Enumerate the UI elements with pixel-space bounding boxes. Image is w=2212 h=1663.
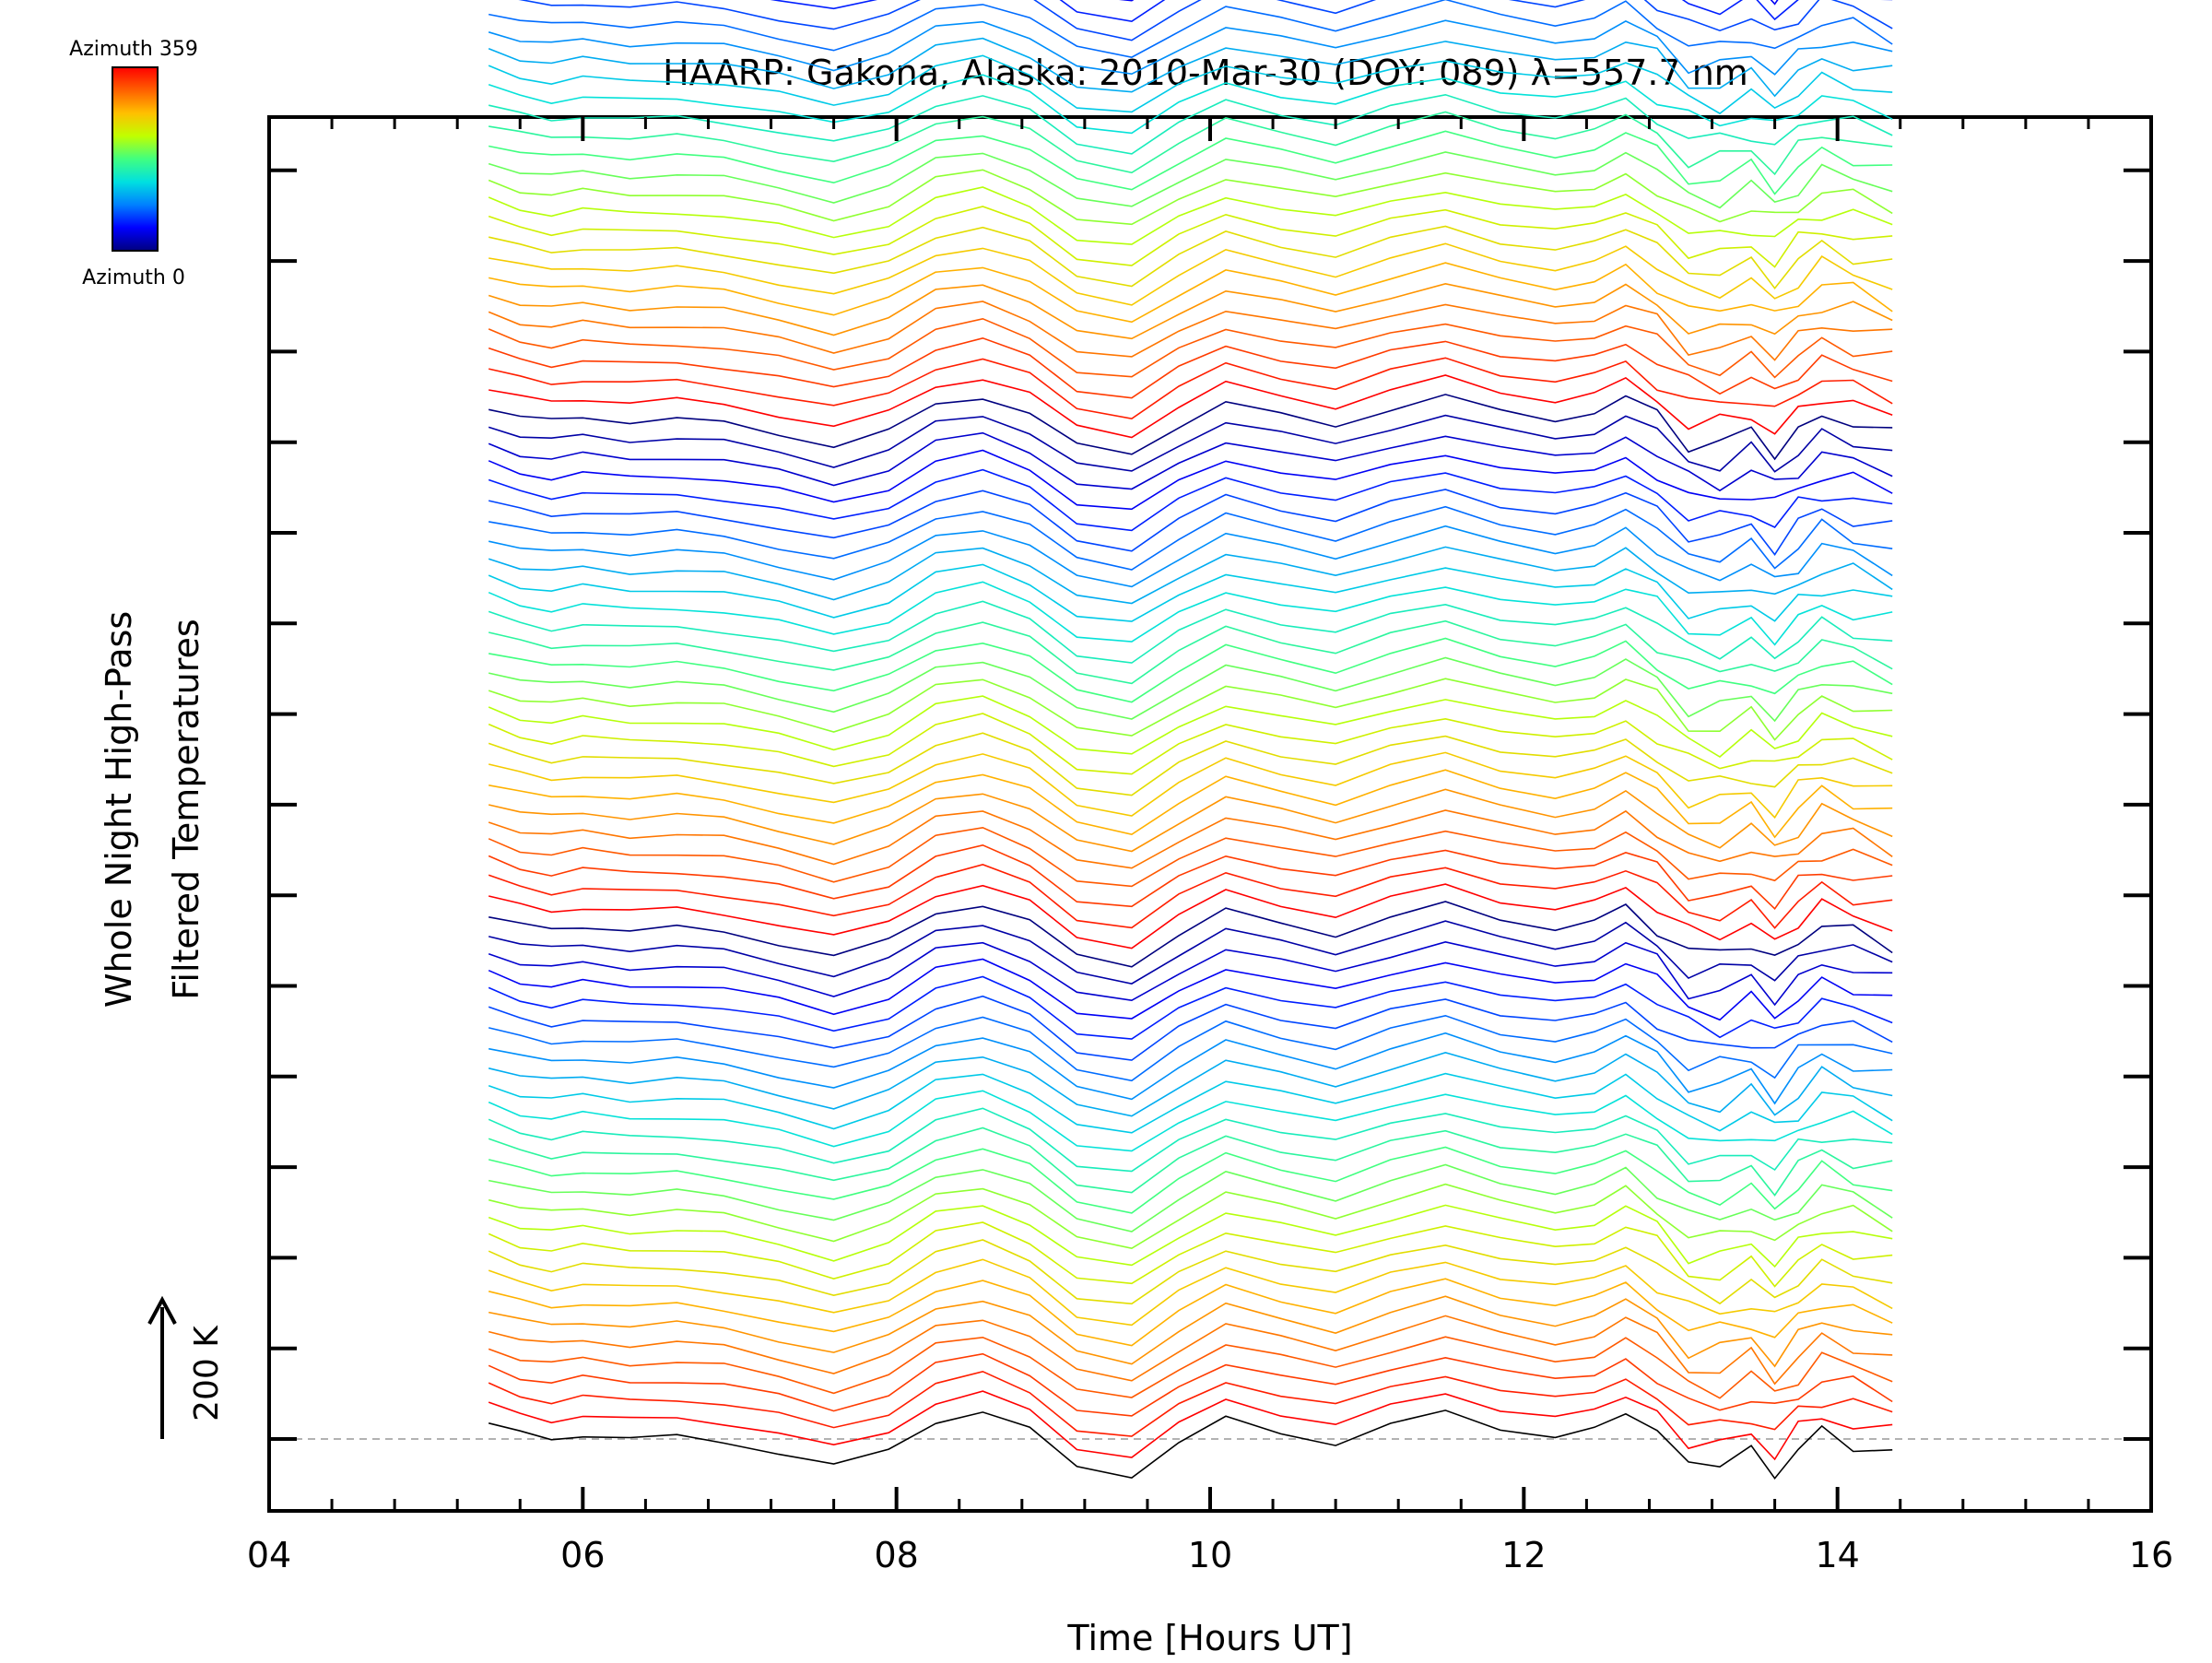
series-line-57: [488, 336, 1893, 399]
series-line-45: [488, 563, 1893, 622]
series-line-47: [488, 525, 1893, 588]
series-line-27: [488, 901, 1893, 968]
series-line-78: [1118, 0, 1779, 6]
series-line-34: [488, 769, 1893, 839]
axis-ticks: [267, 117, 2153, 1511]
series-line-24: [488, 958, 1893, 1021]
series-line-23: [488, 975, 1893, 1040]
series-line-77: [770, 0, 1893, 23]
series-line-0: [488, 1409, 1893, 1480]
series-line-6: [488, 1295, 1893, 1368]
series-line-4: [488, 1336, 1893, 1399]
series-line-51: [488, 449, 1893, 511]
series-line-54: [488, 394, 1893, 461]
scale-arrow: [147, 1295, 177, 1439]
series-line-1: [488, 1390, 1893, 1461]
series-line-75: [488, 0, 1893, 58]
series-line-46: [488, 546, 1893, 605]
x-tick-label: 08: [874, 1535, 918, 1575]
series-line-68: [488, 130, 1893, 195]
series-line-25: [488, 940, 1893, 1007]
x-tick-label: 16: [2129, 1535, 2173, 1575]
series-line-22: [488, 995, 1893, 1061]
series-line-14: [488, 1146, 1893, 1214]
series-line-69: [488, 111, 1893, 176]
series-line-18: [488, 1072, 1893, 1134]
series-line-35: [488, 751, 1893, 820]
scale-arrow-label: 200 K: [188, 1325, 226, 1421]
series-line-64: [488, 206, 1893, 268]
series-line-13: [488, 1163, 1893, 1233]
series-line-60: [488, 282, 1893, 340]
series-line-44: [488, 581, 1893, 646]
series-line-5: [488, 1315, 1893, 1386]
series-line-39: [488, 678, 1893, 741]
series-line-66: [488, 169, 1893, 226]
series-line-58: [488, 317, 1893, 379]
x-tick-label: 14: [1815, 1535, 1859, 1575]
series-line-17: [488, 1090, 1893, 1152]
series-line-55: [488, 374, 1893, 439]
series-line-12: [488, 1183, 1893, 1250]
series-line-19: [488, 1051, 1893, 1117]
colorbar-label-top: Azimuth 359: [69, 38, 198, 61]
series-line-16: [488, 1107, 1893, 1173]
series-line-8: [488, 1258, 1893, 1327]
series-line-71: [488, 74, 1893, 135]
series-line-72: [488, 54, 1893, 115]
series-line-76: [518, 0, 1893, 41]
series-line-32: [488, 809, 1893, 869]
series-line-3: [488, 1352, 1893, 1417]
series-line-30: [488, 843, 1893, 911]
series-line-28: [488, 883, 1893, 949]
series-line-36: [488, 732, 1893, 796]
series-line-11: [488, 1204, 1893, 1268]
x-axis-label: Time [Hours UT]: [1066, 1618, 1352, 1658]
x-tick-label: 04: [247, 1535, 291, 1575]
series-line-59: [488, 301, 1893, 361]
series-line-56: [488, 357, 1893, 419]
series-line-38: [488, 695, 1893, 758]
series-line-63: [488, 225, 1893, 290]
series-line-53: [488, 414, 1893, 473]
x-tick-label: 06: [560, 1535, 605, 1575]
series-line-33: [488, 788, 1893, 853]
series-line-20: [488, 1032, 1893, 1105]
temperature-series-group: [488, 0, 1893, 1480]
series-line-70: [488, 93, 1893, 155]
series-line-7: [488, 1278, 1893, 1347]
y-axis-label-line2: Filtered Temperatures: [166, 619, 206, 999]
series-line-73: [488, 37, 1893, 98]
x-tick-label: 10: [1188, 1535, 1232, 1575]
y-axis-label-line1: Whole Night High-Pass: [99, 611, 139, 1008]
series-line-37: [488, 713, 1893, 775]
x-tick-label: 12: [1501, 1535, 1546, 1575]
series-line-62: [488, 242, 1893, 306]
series-line-2: [488, 1370, 1893, 1437]
series-line-74: [488, 19, 1893, 76]
colorbar-gradient: [112, 66, 159, 252]
series-line-9: [488, 1239, 1893, 1305]
series-line-10: [488, 1221, 1893, 1288]
colorbar-label-bottom: Azimuth 0: [82, 266, 185, 289]
series-line-61: [488, 262, 1893, 324]
series-line-31: [488, 826, 1893, 888]
series-line-67: [488, 151, 1893, 209]
series-line-49: [488, 489, 1893, 556]
series-line-40: [488, 656, 1893, 723]
series-line-48: [488, 505, 1893, 571]
series-line-42: [488, 619, 1893, 685]
series-line-41: [488, 637, 1893, 703]
series-line-29: [488, 864, 1893, 929]
series-line-15: [488, 1126, 1893, 1197]
colorbar: Azimuth 359 Azimuth 0: [69, 38, 198, 289]
series-line-50: [488, 468, 1893, 532]
series-line-65: [488, 186, 1893, 245]
series-line-43: [488, 600, 1893, 664]
series-line-26: [488, 920, 1893, 985]
series-line-21: [488, 1014, 1893, 1082]
series-line-52: [488, 431, 1893, 492]
